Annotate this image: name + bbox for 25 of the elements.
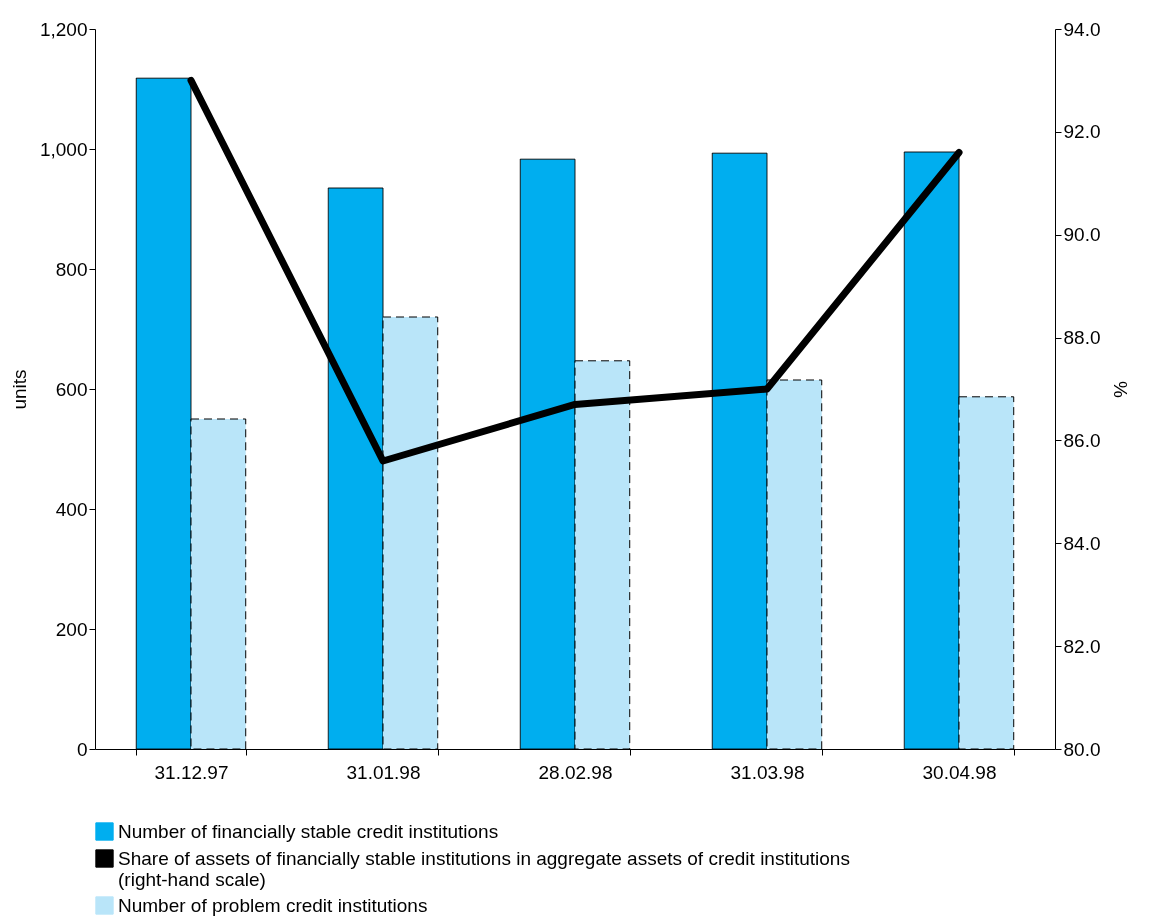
y-tick-label: 1,200 [39,18,88,40]
y2-tick-label: 86.0 [1063,429,1101,451]
y2-tick-label: 84.0 [1063,532,1101,554]
legend-label: Number of problem credit institutions [118,894,428,916]
y2-tick-label: 94.0 [1063,18,1101,40]
legend-label: Share of assets of financially stable institutions in aggregate assets of credit institutions (right-hand scale) [118,847,850,890]
y2-tick-label: 90.0 [1063,224,1101,246]
y2-tick-label: 82.0 [1063,635,1101,657]
legend-label: Number of financially stable credit institutions [118,820,499,842]
x-tick-label: 31.03.98 [730,761,805,783]
y-tick-label: 1,000 [39,138,88,160]
y-tick-label: 0 [76,738,88,760]
y2-tick-label: 88.0 [1063,327,1101,349]
y-tick-label: 800 [55,258,88,280]
y-tick-label: 200 [55,618,88,640]
y2-tick-label: 80.0 [1063,738,1101,760]
y-axis-title: units [8,369,30,410]
x-tick-label: 31.01.98 [346,761,421,783]
x-tick-label: 28.02.98 [538,761,613,783]
y-tick-label: 600 [55,378,88,400]
y2-axis-title: % [1110,381,1132,399]
y-tick-label: 400 [55,498,88,520]
x-tick-label: 31.12.97 [154,761,229,783]
y2-tick-label: 92.0 [1063,121,1101,143]
x-tick-label: 30.04.98 [922,761,997,783]
